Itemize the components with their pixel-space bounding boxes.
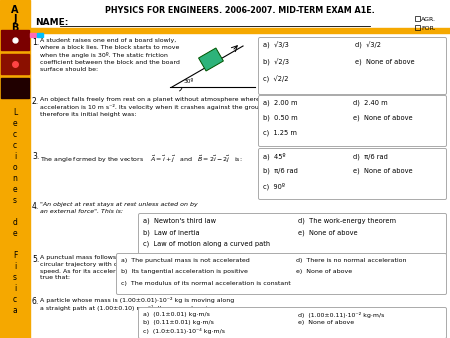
Bar <box>1 30 29 50</box>
Text: 6.: 6. <box>32 297 39 306</box>
Text: b)  0.50 m: b) 0.50 m <box>263 115 297 121</box>
Text: 3.: 3. <box>32 152 39 161</box>
Text: i: i <box>14 262 16 271</box>
Text: d: d <box>13 218 18 227</box>
Text: b)  √2/3: b) √2/3 <box>263 59 289 66</box>
Text: e)  None of above: e) None of above <box>298 320 354 325</box>
Text: i: i <box>14 152 16 161</box>
Text: c)  √2/2: c) √2/2 <box>263 75 288 82</box>
Text: 2.: 2. <box>32 97 39 106</box>
Text: e: e <box>13 119 17 128</box>
Text: e)  None of above: e) None of above <box>298 230 358 236</box>
Text: c)  The modulus of its normal acceleration is constant: c) The modulus of its normal acceleratio… <box>121 281 291 286</box>
Text: s: s <box>13 273 17 282</box>
Bar <box>1 78 29 98</box>
Text: a)  (0.1±0.01) kg·m/s: a) (0.1±0.01) kg·m/s <box>143 312 210 317</box>
Text: An object falls freely from rest on a planet without atmosphere where the gravit: An object falls freely from rest on a pl… <box>40 97 301 117</box>
Text: b)  π/6 rad: b) π/6 rad <box>263 168 298 174</box>
Text: c: c <box>13 295 17 304</box>
Text: A student raises one end of a board slowly,
where a block lies. The block starts: A student raises one end of a board slow… <box>40 38 180 72</box>
Text: FOR.: FOR. <box>421 26 436 31</box>
Text: n: n <box>13 174 18 183</box>
Text: "An object at rest stays at rest unless acted on by
an external force". This is:: "An object at rest stays at rest unless … <box>40 202 198 214</box>
Text: d)  2.40 m: d) 2.40 m <box>353 100 387 106</box>
Text: 1.: 1. <box>32 38 39 47</box>
Text: s: s <box>13 196 17 205</box>
Text: e: e <box>13 229 17 238</box>
Text: F: F <box>13 251 17 260</box>
Polygon shape <box>198 48 223 71</box>
FancyBboxPatch shape <box>258 38 446 95</box>
Text: B: B <box>11 23 19 33</box>
Text: i: i <box>14 284 16 293</box>
Bar <box>37 33 43 37</box>
Text: 5.: 5. <box>32 255 39 264</box>
Text: d)  (1.00±0.11)·10⁻² kg·m/s: d) (1.00±0.11)·10⁻² kg·m/s <box>298 312 384 318</box>
Text: d)  √3/2: d) √3/2 <box>355 42 381 49</box>
Text: A: A <box>11 5 19 15</box>
Text: The angle formed by the vectors    $\vec{A}=\vec{i}+\vec{j}$   and   $\vec{B}=2\: The angle formed by the vectors $\vec{A}… <box>40 154 243 165</box>
Bar <box>30 33 36 37</box>
Text: d)  There is no normal acceleration: d) There is no normal acceleration <box>296 258 406 263</box>
Text: e)  None of above: e) None of above <box>355 59 414 65</box>
Text: L: L <box>13 108 17 117</box>
Text: c)  90º: c) 90º <box>263 182 285 190</box>
Text: b)  Its tangential acceleration is positive: b) Its tangential acceleration is positi… <box>121 269 248 274</box>
Text: c)  Law of motion along a curved path: c) Law of motion along a curved path <box>143 241 270 247</box>
Text: e)  None of above: e) None of above <box>353 168 413 174</box>
FancyBboxPatch shape <box>117 254 446 294</box>
Text: A particle whose mass is (1.00±0.01)·10⁻² kg is moving along
a straight path at : A particle whose mass is (1.00±0.01)·10⁻… <box>40 297 234 311</box>
Text: AGR.: AGR. <box>421 17 436 22</box>
Bar <box>415 16 420 21</box>
Text: d)  The work-energy theorem: d) The work-energy theorem <box>298 218 396 224</box>
Text: PHYSICS FOR ENGINEERS. 2006-2007. MID-TERM EXAM A1E.: PHYSICS FOR ENGINEERS. 2006-2007. MID-TE… <box>105 6 375 15</box>
Text: c: c <box>13 130 17 139</box>
FancyBboxPatch shape <box>258 96 446 146</box>
FancyBboxPatch shape <box>139 214 446 255</box>
Text: b)  Law of inertia: b) Law of inertia <box>143 230 200 236</box>
Text: a)  45º: a) 45º <box>263 153 286 161</box>
Text: c)  1.25 m: c) 1.25 m <box>263 129 297 136</box>
Text: b)  (0.11±0.01) kg·m/s: b) (0.11±0.01) kg·m/s <box>143 320 214 325</box>
Text: a)  The punctual mass is not accelerated: a) The punctual mass is not accelerated <box>121 258 250 263</box>
Text: NAME:: NAME: <box>35 18 68 27</box>
Text: a)  2.00 m: a) 2.00 m <box>263 100 297 106</box>
FancyBboxPatch shape <box>258 148 446 199</box>
Text: J: J <box>13 14 17 24</box>
Text: 4.: 4. <box>32 202 39 211</box>
Text: a)  Newton's third law: a) Newton's third law <box>143 218 216 224</box>
Bar <box>30 28 450 33</box>
Text: e: e <box>13 185 17 194</box>
FancyBboxPatch shape <box>139 308 446 338</box>
Bar <box>1 54 29 74</box>
Text: A punctual mass follows a
circular trajectory with constant
speed. As for its ac: A punctual mass follows a circular traje… <box>40 255 147 281</box>
Text: 30º: 30º <box>184 79 194 84</box>
Text: c: c <box>13 141 17 150</box>
Bar <box>415 25 420 30</box>
Text: e)  None of above: e) None of above <box>353 115 413 121</box>
Bar <box>0 0 30 338</box>
Text: e)  None of above: e) None of above <box>296 269 352 274</box>
Text: a: a <box>13 306 18 315</box>
Text: a)  √3/3: a) √3/3 <box>263 42 289 49</box>
Text: d)  π/6 rad: d) π/6 rad <box>353 153 388 160</box>
Text: c)  (1.0±0.11)·10⁻⁴ kg·m/s: c) (1.0±0.11)·10⁻⁴ kg·m/s <box>143 328 225 334</box>
Text: o: o <box>13 163 17 172</box>
